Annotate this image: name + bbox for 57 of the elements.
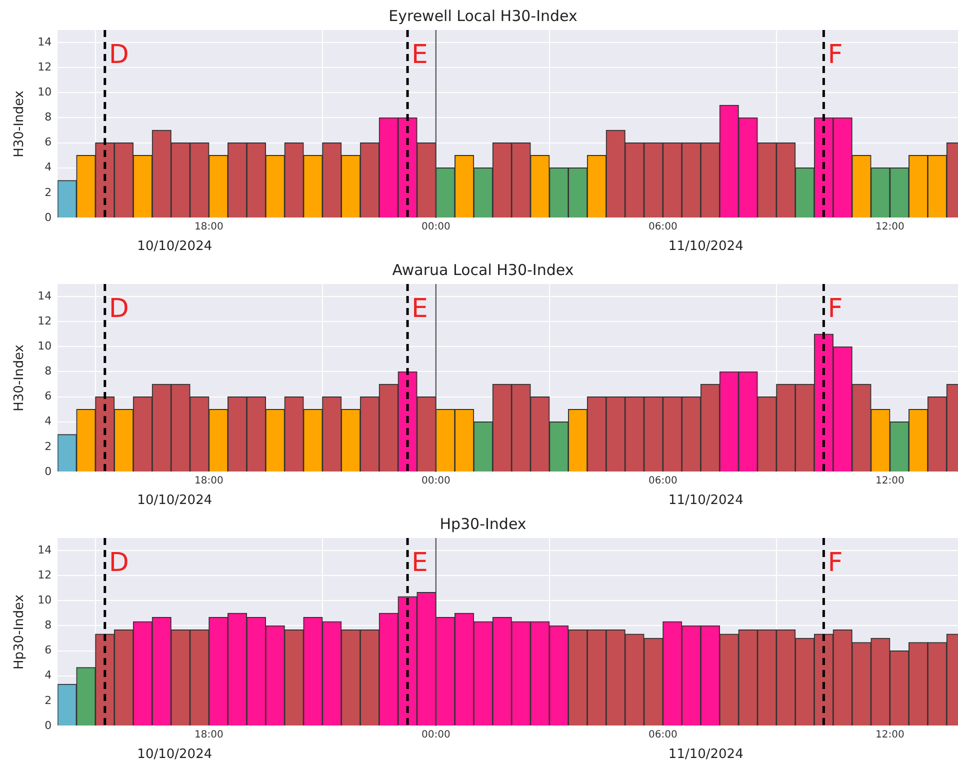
x-tick-label: 06:00 bbox=[648, 222, 678, 233]
text: 11/10/2024 bbox=[668, 492, 744, 508]
text: 11/10/2024 bbox=[668, 238, 744, 254]
y-tick-label: 12 bbox=[38, 60, 52, 74]
y-tick-label: 12 bbox=[38, 568, 52, 582]
ref-line-label: E bbox=[412, 548, 428, 578]
ref-line-label: D bbox=[108, 294, 129, 324]
x-tick-label: 18:00 bbox=[194, 222, 224, 233]
y-tick-label: 10 bbox=[38, 86, 52, 99]
y-tick-label: 0 bbox=[44, 718, 52, 732]
text: 10/10/2024 bbox=[137, 492, 212, 508]
ref-line-label: D bbox=[108, 548, 129, 578]
y-tick-label: 6 bbox=[44, 644, 52, 657]
y-tick-label: 0 bbox=[44, 464, 52, 478]
ref-line-label: E bbox=[412, 40, 428, 70]
ref-line-label: F bbox=[828, 40, 843, 70]
ref-line-label: E bbox=[412, 294, 428, 324]
y-tick-label: 14 bbox=[38, 35, 52, 48]
y-tick-label: 6 bbox=[44, 136, 52, 149]
y-axis-title: H30-Index bbox=[12, 344, 28, 412]
x-tick-label: 00:00 bbox=[422, 222, 450, 233]
x-tick-label: 00:00 bbox=[422, 730, 450, 741]
x-tick-label: 12:00 bbox=[875, 730, 904, 741]
ref-line-label: F bbox=[828, 294, 843, 324]
y-tick-label: 2 bbox=[44, 694, 52, 707]
ref-line-label: F bbox=[828, 548, 843, 578]
y-tick-label: 8 bbox=[44, 364, 52, 378]
y-tick-label: 8 bbox=[44, 618, 52, 632]
y-tick-label: 4 bbox=[44, 160, 52, 174]
x-tick-label: 18:00 bbox=[194, 476, 224, 487]
x-tick-label: 12:00 bbox=[875, 476, 904, 487]
chart-title: Awarua Local H30-Index bbox=[392, 260, 574, 279]
y-tick-label: 2 bbox=[44, 186, 52, 199]
x-tick-label: 06:00 bbox=[648, 730, 678, 741]
y-tick-label: 14 bbox=[38, 543, 52, 556]
x-tick-label: 12:00 bbox=[875, 222, 904, 233]
y-tick-label: 12 bbox=[38, 314, 52, 328]
ref-line-label: D bbox=[108, 40, 129, 70]
x-tick-label: 00:00 bbox=[422, 476, 450, 487]
y-tick-label: 10 bbox=[38, 594, 52, 607]
y-axis-title: Hp30-Index bbox=[12, 594, 28, 670]
y-tick-label: 0 bbox=[44, 210, 52, 224]
x-tick-label: 06:00 bbox=[648, 476, 678, 487]
text: 10/10/2024 bbox=[137, 238, 212, 254]
y-tick-label: 4 bbox=[44, 668, 52, 682]
y-tick-label: 14 bbox=[38, 289, 52, 302]
y-tick-label: 4 bbox=[44, 414, 52, 428]
y-tick-label: 6 bbox=[44, 390, 52, 403]
y-axis-title: H30-Index bbox=[12, 90, 28, 158]
y-tick-label: 8 bbox=[44, 110, 52, 124]
chart-title: Hp30-Index bbox=[440, 514, 526, 533]
y-tick-label: 2 bbox=[44, 440, 52, 453]
text: 11/10/2024 bbox=[668, 746, 744, 762]
text: 10/10/2024 bbox=[137, 746, 212, 762]
chart-title: Eyrewell Local H30-Index bbox=[388, 6, 578, 25]
y-tick-label: 10 bbox=[38, 340, 52, 353]
x-tick-label: 18:00 bbox=[194, 730, 224, 741]
